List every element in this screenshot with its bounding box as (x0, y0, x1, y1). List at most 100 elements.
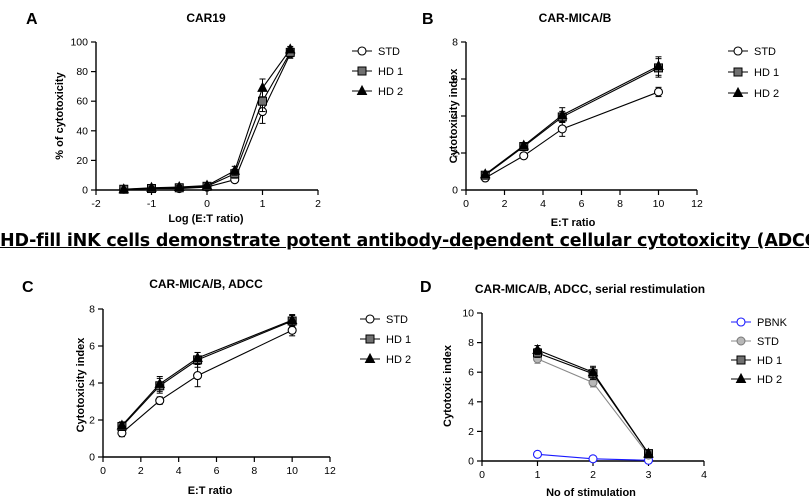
y-tick-label: 4 (468, 396, 474, 408)
data-point-hd-2 (479, 168, 491, 179)
panel-letter-d: D (420, 279, 432, 296)
x-tick-label: 4 (540, 198, 546, 210)
section-heading: HD-fill iNK cells demonstrate potent ant… (0, 231, 809, 251)
x-tick-label: 0 (463, 198, 469, 210)
data-point-hd-2 (116, 419, 128, 430)
legend-marker-std (357, 46, 367, 56)
data-point-pbnk (532, 449, 543, 459)
x-tick-label: 10 (653, 198, 665, 210)
data-point-hd-2 (587, 366, 599, 377)
data-point-std (287, 325, 297, 335)
legend-label-hd-1: HD 1 (757, 355, 782, 367)
chart-d-title: CAR-MICA/B, ADCC, serial restimulation (475, 282, 705, 296)
data-point-hd-2 (192, 351, 203, 363)
x-tick-label: 0 (204, 198, 210, 210)
series-line-hd-2 (123, 49, 291, 190)
y-tick-label: 6 (89, 341, 95, 353)
legend-marker-pbnk (736, 317, 746, 327)
chart-c-xlabel: E:T ratio (188, 485, 233, 497)
data-point-hd-1 (258, 96, 267, 106)
series-line-std (123, 53, 291, 190)
legend-label-std: STD (754, 46, 776, 58)
y-tick-label: 0 (468, 456, 474, 468)
data-point-hd-2 (286, 314, 298, 325)
x-tick-label: 3 (646, 469, 652, 481)
y-tick-label: 8 (452, 37, 458, 49)
y-tick-label: 60 (76, 96, 88, 108)
y-tick-label: 0 (82, 185, 88, 197)
panel-letter-b: B (422, 11, 434, 28)
y-tick-label: 2 (452, 148, 458, 160)
series-line-hd-1 (121, 320, 293, 427)
legend-marker-std (365, 314, 375, 324)
y-tick-label: 0 (89, 452, 95, 464)
series-line-std (484, 91, 659, 179)
chart-a-ylabel: % of cytotoxicity (54, 71, 66, 159)
legend-label-hd-2: HD 2 (378, 86, 403, 98)
x-tick-label: 1 (535, 469, 541, 481)
data-point-hd-2 (556, 109, 568, 120)
y-tick-label: 20 (76, 155, 88, 167)
chart-d-xlabel: No of stimulation (546, 487, 636, 499)
x-tick-label: 2 (138, 465, 144, 477)
y-tick-label: 40 (76, 125, 88, 137)
legend-marker-std (736, 336, 746, 346)
panel-d: D CAR-MICA/B, ADCC, serial restimulation… (420, 279, 788, 499)
data-point-hd-2 (257, 81, 268, 92)
data-point-hd-2 (284, 43, 296, 54)
chart-c-ylabel: Cytotoxicity index (75, 337, 87, 433)
x-tick-label: 0 (479, 469, 485, 481)
legend-label-hd-1: HD 1 (386, 334, 411, 346)
x-tick-label: -1 (147, 198, 156, 210)
legend-label-std: STD (757, 336, 779, 348)
legend-marker-hd-2 (732, 86, 744, 97)
data-point-hd-2 (118, 183, 130, 194)
series-line-hd-2 (484, 65, 659, 175)
legend-label-hd-1: HD 1 (754, 67, 779, 79)
legend-c: STD HD 1 HD 2 (360, 314, 411, 366)
chart-b-ylabel: Cytotoxicity index (448, 68, 460, 164)
series-line-hd-1 (484, 67, 659, 176)
x-tick-label: 12 (691, 198, 703, 210)
legend-d: PBNK STD HD 1 HD 2 (731, 317, 788, 386)
legend-label-std: STD (378, 46, 400, 58)
x-tick-label: 10 (286, 465, 298, 477)
data-point-hd-2 (173, 180, 185, 192)
chart-c-title: CAR-MICA/B, ADCC (149, 277, 263, 291)
legend-label-hd-2: HD 2 (757, 374, 782, 386)
x-tick-label: 2 (590, 469, 596, 481)
panel-letter-c: C (22, 279, 34, 296)
legend-marker-hd-1 (365, 334, 375, 344)
x-tick-label: -2 (91, 198, 100, 210)
legend-label-hd-2: HD 2 (754, 88, 779, 100)
x-tick-label: 6 (579, 198, 585, 210)
y-tick-label: 6 (468, 367, 474, 379)
data-point-std (557, 124, 567, 134)
y-tick-label: 100 (70, 37, 88, 49)
x-tick-label: 4 (176, 465, 182, 477)
series-line-std (121, 329, 293, 434)
data-point-hd-2 (201, 179, 213, 190)
y-tick-label: 2 (89, 415, 95, 427)
data-point-pbnk (588, 454, 598, 464)
legend-label-std: STD (386, 314, 408, 326)
chart-b-title: CAR-MICA/B (539, 11, 612, 25)
legend-marker-hd-1 (357, 66, 367, 76)
y-tick-label: 2 (468, 426, 474, 438)
legend-marker-hd-1 (736, 355, 746, 365)
legend-label-pbnk: PBNK (757, 317, 788, 329)
y-tick-label: 10 (462, 308, 474, 320)
y-tick-label: 8 (468, 337, 474, 349)
x-tick-label: 2 (502, 198, 508, 210)
data-point-hd-2 (154, 377, 166, 388)
plot-area-c: 0 2 4 6 8 10 12 0 2 4 6 8 (89, 304, 336, 478)
chart-b-xlabel: E:T ratio (551, 217, 596, 229)
data-point-hd-2 (653, 59, 664, 71)
plot-area-b: 0 2 4 6 8 10 12 0 2 4 6 8 (452, 37, 703, 211)
data-point-hd-2 (229, 164, 241, 175)
y-tick-label: 4 (452, 111, 458, 123)
x-tick-label: 2 (315, 198, 321, 210)
